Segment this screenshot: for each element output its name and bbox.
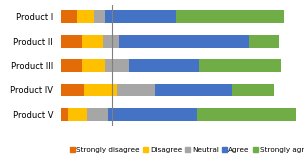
Bar: [199, 59, 282, 72]
Bar: [249, 35, 279, 47]
Bar: [61, 59, 82, 72]
Legend: Strongly disagree, Disagree, Neutral, Agree, Strongly agree: Strongly disagree, Disagree, Neutral, Ag…: [67, 144, 304, 156]
Bar: [197, 108, 295, 121]
Bar: [77, 10, 94, 23]
Bar: [232, 84, 275, 96]
Bar: [108, 108, 197, 121]
Bar: [94, 10, 105, 23]
Bar: [119, 35, 249, 47]
Bar: [155, 84, 232, 96]
Bar: [103, 35, 119, 47]
Bar: [87, 108, 108, 121]
Bar: [61, 35, 82, 47]
Bar: [61, 10, 77, 23]
Bar: [129, 59, 199, 72]
Bar: [82, 35, 103, 47]
Bar: [61, 84, 84, 96]
Bar: [84, 84, 117, 96]
Bar: [82, 59, 105, 72]
Bar: [176, 10, 284, 23]
Bar: [61, 108, 68, 121]
Bar: [68, 108, 87, 121]
Bar: [105, 59, 129, 72]
Bar: [105, 10, 176, 23]
Bar: [117, 84, 155, 96]
